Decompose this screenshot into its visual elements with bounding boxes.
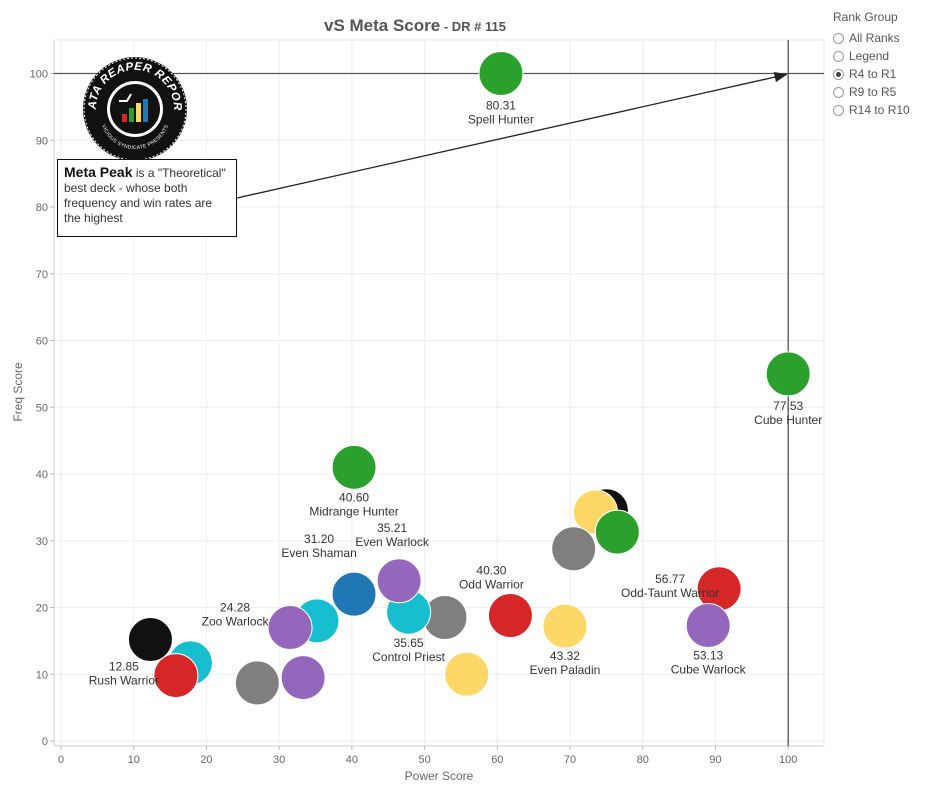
data-label-value: 77.53: [773, 399, 803, 413]
data-label-value: 31.20: [304, 532, 334, 546]
data-label-name: Spell Hunter: [468, 113, 534, 127]
callout-title: Meta Peak: [64, 164, 133, 180]
data-label-name: Even Paladin: [530, 663, 601, 677]
data-label-value: 35.65: [394, 636, 424, 650]
data-points: [127, 51, 811, 706]
radio-all-ranks[interactable]: All Ranks: [833, 29, 926, 47]
data-label-value: 12.85: [109, 660, 139, 674]
radio-r14-to-r10[interactable]: R14 to R10: [833, 101, 926, 119]
x-tick-label: 10: [128, 754, 140, 766]
data-point: [376, 558, 422, 604]
x-tick-label: 30: [273, 754, 285, 766]
y-tick-label: 80: [36, 202, 48, 214]
y-tick-label: 30: [36, 536, 48, 548]
meta-peak-callout: Meta Peak is a "Theoretical" best deck -…: [57, 159, 237, 237]
radio-label: R9 to R5: [849, 85, 897, 99]
x-tick-label: 90: [709, 754, 721, 766]
y-tick-label: 20: [36, 603, 48, 615]
data-label-name: Rush Warrior: [89, 674, 159, 688]
data-label-value: 53.13: [693, 649, 723, 663]
data-point: [551, 526, 597, 572]
data-point: [542, 603, 588, 649]
radio-label: R14 to R10: [849, 103, 910, 117]
data-point: [685, 603, 731, 649]
data-label-name: Zoo Warlock: [202, 615, 270, 629]
y-tick-label: 0: [42, 736, 48, 748]
data-point: [487, 593, 533, 639]
data-point: [765, 351, 811, 397]
data-label-value: 24.28: [220, 601, 250, 615]
data-label-name: Odd Warrior: [459, 578, 524, 592]
radio-selected-icon[interactable]: [833, 68, 844, 80]
radio-icon[interactable]: [833, 104, 844, 116]
y-tick-label: 40: [36, 469, 48, 481]
data-label-value: 40.60: [339, 490, 369, 504]
x-tick-label: 80: [637, 754, 649, 766]
chart-subtitle: - DR # 115: [440, 19, 506, 34]
data-label-name: Cube Hunter: [754, 413, 822, 427]
axes: 0 10 20 30 40 50 60 70 80 90 100 0 10 20 30 40 50 60 70 80 9…: [11, 39, 825, 783]
data-point: [153, 653, 199, 699]
data-label-value: 56.77: [655, 572, 685, 586]
data-point: [331, 444, 377, 490]
data-point: [280, 655, 326, 701]
data-label-name: Midrange Hunter: [309, 504, 398, 518]
x-tick-label: 0: [58, 754, 64, 766]
callout-text: is a "Theoretical" best deck - whose bot…: [64, 166, 226, 225]
radio-icon[interactable]: [833, 86, 844, 98]
rank-group-filter: Rank Group All Ranks Legend R4 to R1 R9 …: [833, 10, 926, 119]
y-tick-label: 100: [30, 69, 48, 81]
y-tick-label: 10: [36, 669, 48, 681]
data-label-name: Even Shaman: [281, 546, 356, 560]
y-tick-label: 90: [36, 135, 48, 147]
x-tick-label: 50: [418, 754, 430, 766]
data-label-name: Even Warlock: [355, 535, 430, 549]
radio-label: Legend: [849, 49, 890, 63]
data-point: [127, 617, 173, 663]
data-point: [594, 509, 640, 555]
radio-legend[interactable]: Legend: [833, 47, 926, 65]
x-tick-label: 70: [564, 754, 576, 766]
y-axis-label: Freq Score: [11, 362, 25, 422]
y-tick-label: 70: [36, 269, 48, 281]
radio-label: R4 to R1: [849, 67, 897, 81]
data-label-name: Cube Warlock: [671, 663, 747, 677]
data-point: [234, 660, 280, 706]
x-tick-label: 60: [491, 754, 503, 766]
chart-title: vS Meta Score - DR # 115: [324, 16, 506, 35]
data-reaper-logo: DATA REAPER REPORT VICIOUS SYNDICATE PRE…: [82, 56, 187, 161]
data-point: [444, 651, 490, 697]
y-tick-label: 50: [36, 402, 48, 414]
data-label-value: 43.32: [550, 649, 580, 663]
data-label-value: 40.30: [476, 564, 506, 578]
radio-r9-to-r5[interactable]: R9 to R5: [833, 83, 926, 101]
data-point: [267, 605, 313, 651]
rank-group-title: Rank Group: [833, 10, 898, 24]
y-tick-label: 60: [36, 336, 48, 348]
radio-label: All Ranks: [849, 31, 900, 45]
radio-icon[interactable]: [833, 50, 844, 62]
meta-peak-arrow-line: [236, 71, 788, 199]
data-label-value: 80.31: [486, 99, 516, 113]
meta-peak-arrow: [236, 71, 788, 199]
x-tick-label: 40: [346, 754, 358, 766]
x-tick-label: 20: [200, 754, 212, 766]
data-point: [331, 571, 377, 617]
data-label-value: 35.21: [377, 521, 407, 535]
x-axis-label: Power Score: [405, 769, 474, 783]
x-tick-label: 100: [779, 754, 797, 766]
data-label-name: Control Priest: [372, 650, 445, 664]
radio-r4-to-r1[interactable]: R4 to R1: [833, 65, 926, 83]
chart-title-main: vS Meta Score: [324, 16, 440, 35]
radio-icon[interactable]: [833, 32, 844, 44]
data-point: [478, 51, 524, 96]
data-label-name: Odd-Taunt Warrior: [621, 586, 719, 600]
